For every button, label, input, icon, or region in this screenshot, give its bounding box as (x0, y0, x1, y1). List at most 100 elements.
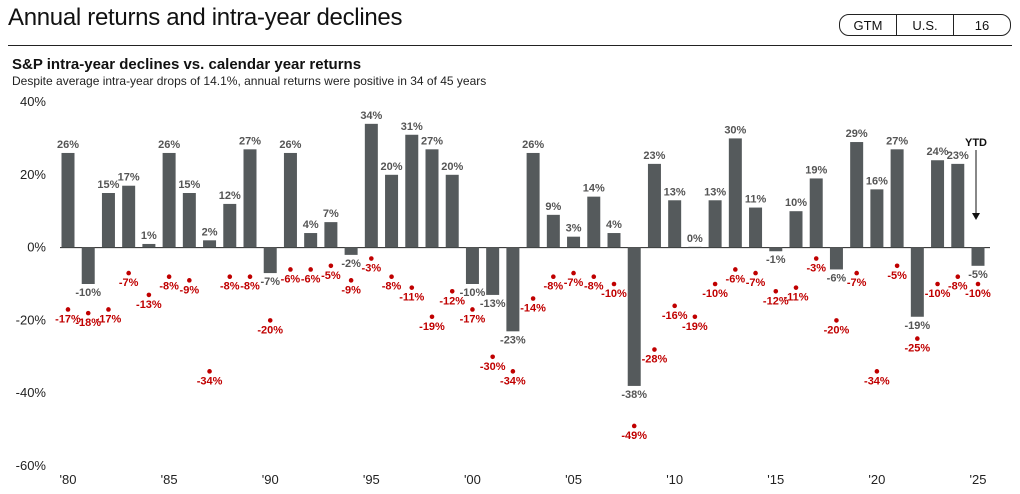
decline-label: -6% (301, 273, 321, 285)
decline-dot (510, 369, 516, 374)
return-label: -6% (827, 272, 847, 284)
decline-dot (591, 274, 597, 280)
decline-dot (631, 423, 637, 429)
return-bar (101, 193, 115, 248)
return-label: 26% (279, 139, 301, 151)
return-label: 20% (381, 161, 403, 173)
return-label: -2% (341, 258, 361, 270)
chart-title: S&P intra-year declines vs. calendar yea… (12, 56, 362, 73)
decline-dot (247, 274, 253, 280)
return-bar (344, 247, 358, 255)
decline-dot (328, 263, 334, 269)
return-bar (546, 214, 560, 248)
decline-dot (571, 270, 576, 276)
decline-dot (449, 288, 455, 294)
decline-dot (490, 354, 495, 360)
decline-label: -8% (240, 281, 260, 293)
decline-dot (551, 274, 556, 280)
return-bar (243, 149, 257, 248)
return-bar (607, 233, 621, 248)
decline-dot (267, 318, 273, 323)
return-label: 15% (178, 179, 200, 191)
decline-dot (915, 336, 920, 341)
decline-label: -7% (746, 277, 766, 289)
return-label: 1% (141, 230, 157, 242)
y-tick-label: 20% (20, 167, 46, 182)
return-label: 15% (97, 179, 119, 191)
decline-dot (429, 314, 435, 320)
decline-dot (389, 274, 394, 280)
y-tick-label: -60% (16, 458, 47, 473)
return-bar (324, 222, 338, 248)
decline-label: -10% (601, 288, 627, 300)
return-label: 26% (158, 139, 180, 151)
x-tick-label: '00 (464, 472, 481, 487)
decline-label: -16% (662, 310, 688, 322)
return-bar (182, 193, 196, 248)
decline-dot (470, 307, 475, 312)
return-label: -10% (460, 287, 486, 299)
decline-label: -8% (584, 281, 604, 293)
return-label: 3% (566, 223, 582, 235)
decline-dot (530, 296, 536, 301)
return-label: 11% (745, 194, 767, 206)
return-bar (708, 200, 722, 248)
decline-dot (85, 310, 91, 316)
decline-label: -19% (419, 321, 445, 333)
return-bar (769, 247, 783, 252)
decline-label: -8% (544, 281, 564, 293)
return-bar (728, 138, 742, 248)
decline-label: -5% (321, 270, 341, 282)
return-bar (283, 152, 297, 248)
decline-dot (712, 281, 718, 287)
return-bar (405, 134, 419, 248)
return-label: 23% (947, 150, 969, 162)
return-bar (304, 233, 318, 248)
y-tick-label: -20% (16, 312, 47, 327)
x-tick-label: '10 (666, 472, 683, 487)
decline-dot (753, 270, 758, 276)
return-bar (162, 152, 176, 248)
x-tick-label: '85 (161, 472, 178, 487)
return-label: 27% (886, 135, 908, 147)
return-bar (81, 247, 95, 284)
return-bar (223, 203, 237, 248)
decline-label: -28% (642, 354, 668, 366)
decline-dot (975, 281, 981, 287)
decline-dot (166, 274, 172, 280)
decline-label: -8% (159, 281, 179, 293)
badge-page-number: 16 (953, 15, 1010, 35)
decline-label: -20% (257, 324, 283, 336)
return-label: 20% (441, 161, 463, 173)
decline-dot (409, 285, 415, 290)
return-bar (910, 247, 924, 317)
decline-dot (955, 274, 961, 280)
return-label: 31% (401, 121, 423, 133)
return-label: 0% (687, 233, 703, 245)
return-label: 2% (202, 226, 218, 238)
return-label: 4% (303, 219, 319, 231)
decline-label: -8% (948, 281, 968, 293)
return-bar (890, 149, 904, 248)
decline-label: -25% (904, 343, 930, 355)
return-label: 9% (545, 201, 561, 213)
return-bar (688, 246, 702, 248)
return-label: 12% (219, 190, 241, 202)
return-label: 30% (724, 124, 746, 136)
decline-label: -12% (439, 295, 465, 307)
return-bar (142, 243, 156, 248)
header-divider (8, 45, 1012, 46)
return-bar (465, 247, 479, 284)
return-bar (668, 200, 682, 248)
decline-dot (308, 267, 313, 272)
return-bar (506, 247, 520, 332)
return-bar (567, 236, 581, 248)
y-tick-label: -40% (16, 385, 47, 400)
return-bar (951, 163, 965, 248)
return-bar (425, 149, 439, 248)
return-bar (445, 174, 459, 248)
x-tick-label: '20 (868, 472, 885, 487)
decline-dot (369, 256, 374, 261)
return-bar (647, 163, 661, 248)
decline-dot (733, 267, 738, 272)
